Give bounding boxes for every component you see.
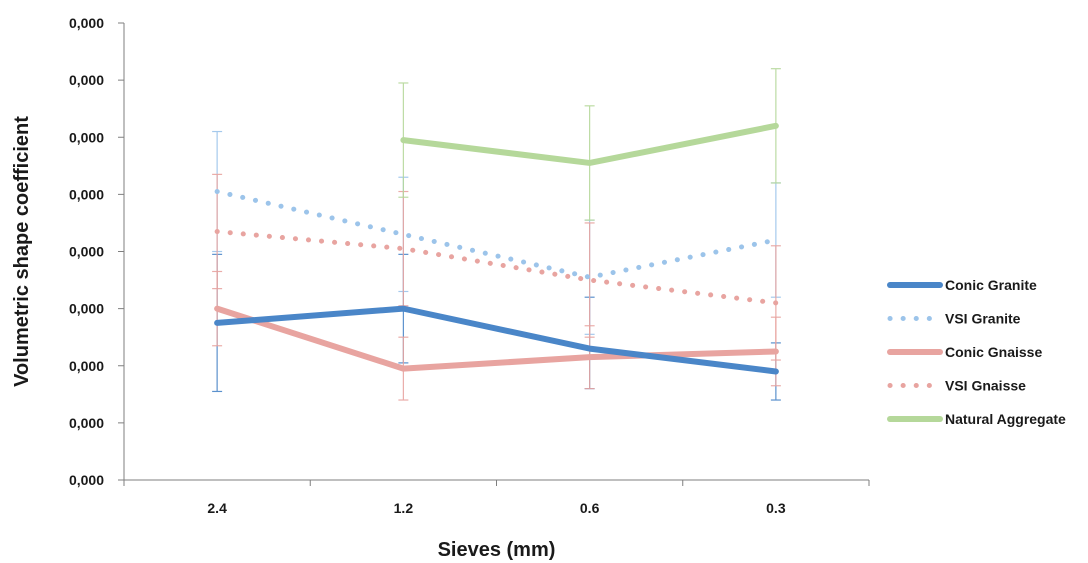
x-ticks: 2.4 1.2 0.6 0.3 bbox=[123, 480, 870, 516]
legend-label: Natural Aggregate bbox=[945, 411, 1066, 427]
series-line-conic-granite bbox=[214, 305, 779, 375]
y-tick-label: 0,000 bbox=[69, 72, 104, 88]
y-tick-label: 0,000 bbox=[69, 415, 104, 431]
x-tick-label: 1.2 bbox=[394, 500, 414, 516]
y-axis-title: Volumetric shape coefficient bbox=[11, 116, 33, 387]
y-tick-label: 0,000 bbox=[69, 129, 104, 145]
series-lines bbox=[214, 122, 779, 375]
legend-label: Conic Granite bbox=[945, 277, 1037, 293]
series-line-natural-aggregate bbox=[400, 122, 779, 166]
y-tick-label: 0,000 bbox=[69, 244, 104, 260]
y-ticks: 0,000 0,000 0,000 0,000 0,000 0,000 0,000 0,000… bbox=[69, 15, 124, 488]
series-line-vsi-gnaisse bbox=[214, 229, 779, 306]
legend-item: VSI Granite bbox=[887, 311, 1021, 327]
series-line-vsi-granite bbox=[214, 189, 779, 280]
x-tick-label: 0.3 bbox=[766, 500, 786, 516]
y-tick-label: 0,000 bbox=[69, 301, 104, 317]
legend-label: VSI Gnaisse bbox=[945, 378, 1026, 394]
legend-item: Natural Aggregate bbox=[887, 411, 1066, 427]
y-tick-label: 0,000 bbox=[69, 472, 104, 488]
legend-item: Conic Gnaisse bbox=[887, 344, 1042, 360]
legend: Conic Granite VSI Granite Conic Gnaisse VSI… bbox=[887, 277, 1066, 427]
axes bbox=[123, 23, 869, 481]
x-axis-title: Sieves (mm) bbox=[438, 539, 556, 561]
legend-label: VSI Granite bbox=[945, 311, 1021, 327]
x-tick-label: 0.6 bbox=[580, 500, 600, 516]
y-tick-label: 0,000 bbox=[69, 15, 104, 31]
series-line-conic-gnaisse bbox=[214, 305, 779, 372]
y-tick-label: 0,000 bbox=[69, 186, 104, 202]
error-bars bbox=[212, 68, 781, 401]
error-bar bbox=[584, 222, 595, 338]
legend-item: VSI Gnaisse bbox=[887, 378, 1026, 394]
x-tick-label: 2.4 bbox=[207, 500, 227, 516]
legend-item: Conic Granite bbox=[887, 277, 1037, 293]
legend-label: Conic Gnaisse bbox=[945, 344, 1042, 360]
y-tick-label: 0,000 bbox=[69, 358, 104, 374]
